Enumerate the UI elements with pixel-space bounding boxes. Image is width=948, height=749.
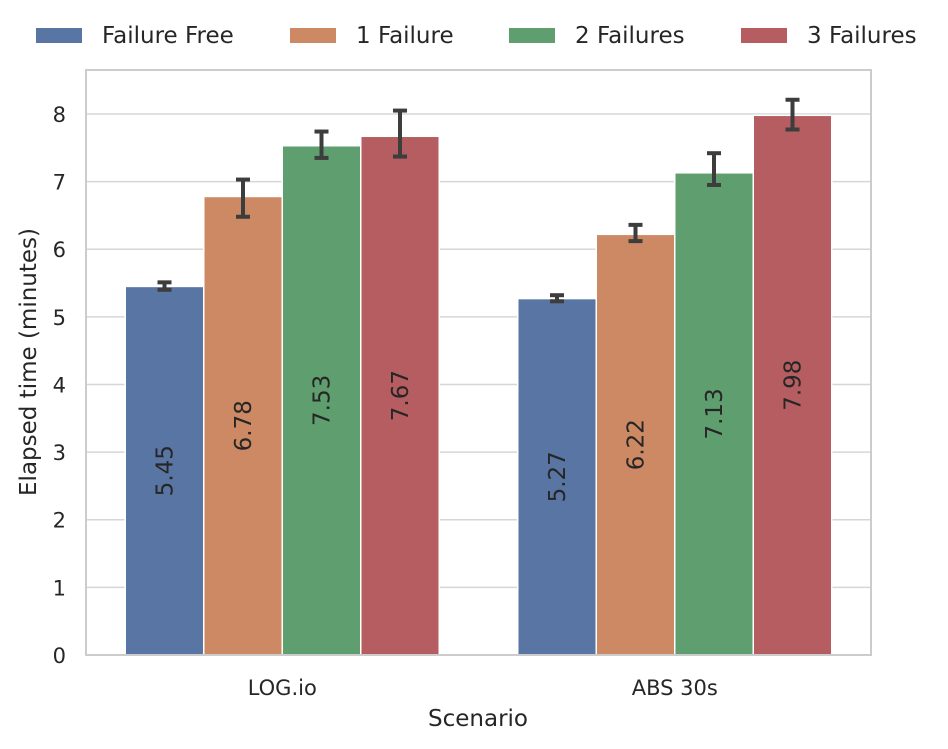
legend-label: 3 Failures [807,23,917,49]
y-tick-label: 8 [53,103,66,127]
y-tick-label: 2 [53,509,66,533]
bar-value-label: 5.45 [153,445,179,496]
y-tick-label: 6 [53,238,66,262]
legend-swatch [509,28,555,43]
legend-item: 1 Failure [290,23,454,49]
legend-swatch [741,28,787,43]
x-tick-label: LOG.io [248,676,317,700]
bar [752,114,833,656]
bar-value-label: 7.13 [702,388,728,439]
legend-swatch [290,28,336,43]
y-tick-label: 1 [53,576,66,600]
y-axis-label: Elapsed time (minutes) [16,228,42,496]
bar-value-label: 6.78 [231,400,257,451]
bar-value-label: 5.27 [545,451,571,502]
plot-frame [85,69,872,656]
legend-label: Failure Free [102,23,234,49]
legend: Failure Free 1 Failure 2 Failures 3 Failure… [36,23,917,49]
bar-value-label: 7.53 [310,375,336,426]
error-bars [157,97,800,304]
bar-value-label: 7.67 [388,370,414,421]
legend-swatch [36,28,82,43]
bar-value-labels: 5.45 6.78 7.53 7.67 5.27 6.22 7.13 7.98 [153,360,807,503]
bars [124,114,833,656]
x-tick-label: ABS 30s [632,676,718,700]
legend-label: 1 Failure [356,23,454,49]
y-tick-label: 0 [53,644,66,668]
bar [595,233,676,656]
y-tick-label: 7 [53,171,66,195]
legend-label: 2 Failures [575,23,685,49]
y-tick-label: 5 [53,306,66,330]
bar-value-label: 6.22 [624,419,650,470]
y-tick-label: 4 [53,373,66,397]
x-tick-labels: LOG.io ABS 30s [248,676,718,700]
legend-item: Failure Free [36,23,234,49]
y-tick-label: 3 [53,441,66,465]
y-tick-labels: 0 1 2 3 4 5 6 7 8 [53,103,66,668]
x-axis-label: Scenario [428,706,528,732]
legend-item: 3 Failures [741,23,917,49]
legend-item: 2 Failures [509,23,685,49]
bar-value-label: 7.98 [781,360,807,411]
